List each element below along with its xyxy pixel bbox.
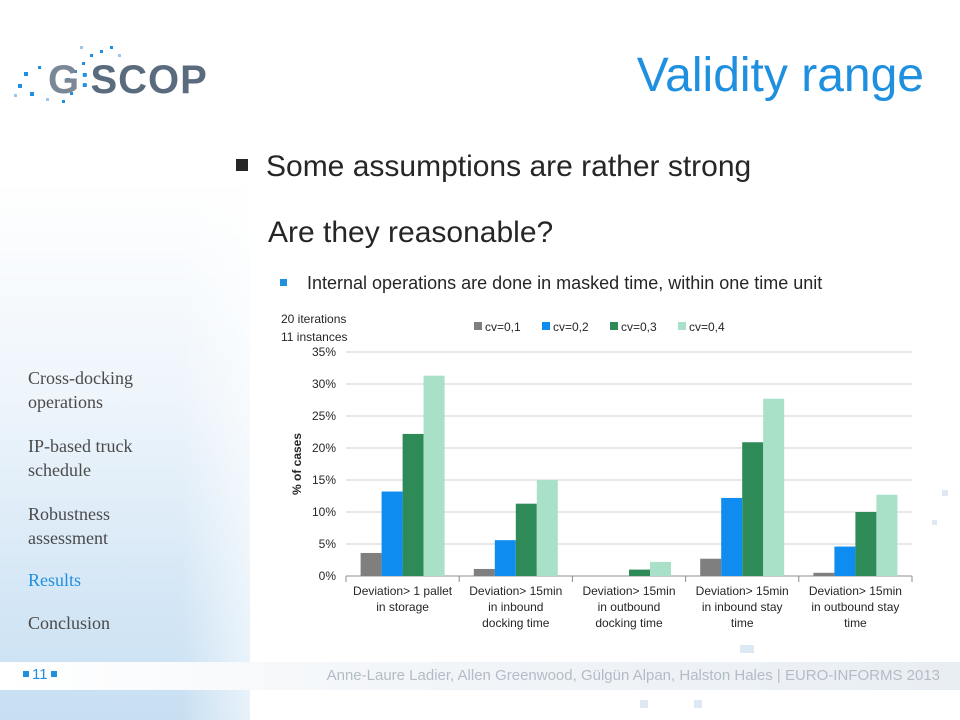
- y-tick-label: 0%: [319, 569, 337, 583]
- x-tick-label: in inbound: [488, 600, 543, 614]
- legend-swatch: [678, 322, 686, 330]
- nav-label-line1: Conclusion: [28, 613, 111, 633]
- footer-authors: Anne-Laure Ladier, Allen Greenwood, Gülg…: [326, 667, 940, 684]
- x-tick-label: Deviation> 15min: [469, 584, 562, 598]
- nav-item-ip-truck[interactable]: IP-based truck schedule: [28, 434, 178, 482]
- nav-item-conclusion[interactable]: Conclusion: [28, 611, 178, 635]
- bar: [876, 494, 898, 576]
- bar: [742, 442, 764, 576]
- bar: [402, 433, 424, 576]
- nav-item-results[interactable]: Results: [28, 568, 178, 592]
- decor-square: [932, 520, 937, 525]
- y-tick-label: 15%: [312, 473, 336, 487]
- bar: [381, 491, 403, 576]
- bar: [494, 540, 516, 576]
- x-tick-label: docking time: [595, 616, 663, 630]
- page-number: 11: [20, 666, 60, 683]
- y-tick-label: 30%: [312, 377, 336, 391]
- x-tick-label: in storage: [376, 600, 429, 614]
- y-tick-label: 25%: [312, 409, 336, 423]
- gscop-logo: [14, 46, 121, 103]
- legend-label: cv=0,4: [689, 320, 725, 334]
- x-tick-label: Deviation> 15min: [582, 584, 675, 598]
- bar: [763, 398, 785, 576]
- nav-label-line1: IP-based truck: [28, 436, 133, 456]
- bar: [813, 572, 835, 576]
- decor-square: [694, 700, 702, 708]
- bar: [721, 497, 743, 576]
- main-bullet-continuation: Are they reasonable?: [268, 216, 554, 249]
- x-tick-label: time: [844, 616, 867, 630]
- bar-chart: 0% 5% 10% 15% 20% 25% 30% 35% % of cases Deviatio…: [290, 320, 913, 630]
- main-bullet: Some assumptions are rather strong: [236, 150, 751, 184]
- legend-swatch: [610, 322, 618, 330]
- bar: [515, 503, 537, 576]
- legend-label: cv=0,1: [485, 320, 521, 334]
- bar: [473, 568, 495, 576]
- nav-label-line1: Results: [28, 570, 82, 590]
- legend-swatch: [474, 322, 482, 330]
- nav-item-cross-docking[interactable]: Cross-docking operations: [28, 366, 178, 414]
- nav-label-line2: assessment: [28, 528, 108, 548]
- page-number-text: 11: [32, 666, 48, 683]
- bar: [536, 480, 558, 576]
- instances-note: 11 instances: [281, 330, 348, 344]
- main-bullet-text: Some assumptions are rather strong: [266, 150, 752, 183]
- bar: [834, 546, 856, 576]
- sub-bullet: Internal operations are done in masked t…: [280, 273, 822, 294]
- nav-label-line2: schedule: [28, 460, 91, 480]
- footer-bar: [0, 662, 960, 690]
- x-tick-label: in outbound: [598, 600, 661, 614]
- x-tick-label: in inbound stay: [702, 600, 783, 614]
- bullet-square-icon: [236, 159, 248, 172]
- bullet-square-icon: [280, 278, 287, 286]
- x-tick-label: Deviation> 15min: [809, 584, 902, 598]
- x-tick-label: time: [731, 616, 754, 630]
- decor-square: [942, 490, 948, 496]
- x-tick-label: Deviation> 15min: [696, 584, 789, 598]
- slide-title: Validity range: [636, 49, 924, 102]
- decor-square: [640, 700, 648, 708]
- y-axis-label: % of cases: [290, 433, 304, 495]
- x-tick-label: in outbound stay: [811, 600, 899, 614]
- nav-label-line1: Cross-docking: [28, 368, 133, 388]
- nav-label-line1: Robustness: [28, 504, 111, 524]
- bar: [700, 558, 722, 576]
- y-tick-label: 5%: [319, 537, 337, 551]
- x-tick-label: Deviation> 1 pallet: [353, 584, 453, 598]
- sidebar-fade: [180, 0, 300, 720]
- bar: [360, 552, 382, 576]
- legend-label: cv=0,2: [553, 320, 589, 334]
- y-tick-label: 10%: [312, 505, 336, 519]
- legend-label: cv=0,3: [621, 320, 657, 334]
- legend-swatch: [542, 322, 550, 330]
- y-tick-label: 35%: [312, 345, 336, 359]
- bar: [423, 375, 445, 576]
- logo-text: G:SCOP: [48, 58, 208, 102]
- y-tick-label: 20%: [312, 441, 336, 455]
- x-tick-label: docking time: [482, 616, 550, 630]
- bar: [855, 512, 877, 576]
- bar: [629, 569, 650, 576]
- decor-square: [740, 645, 754, 653]
- iterations-note: 20 iterations: [281, 312, 347, 326]
- nav-item-robustness[interactable]: Robustness assessment: [28, 502, 178, 550]
- bar: [650, 561, 671, 576]
- nav-label-line2: operations: [28, 392, 103, 412]
- sub-bullet-text: Internal operations are done in masked t…: [307, 273, 823, 293]
